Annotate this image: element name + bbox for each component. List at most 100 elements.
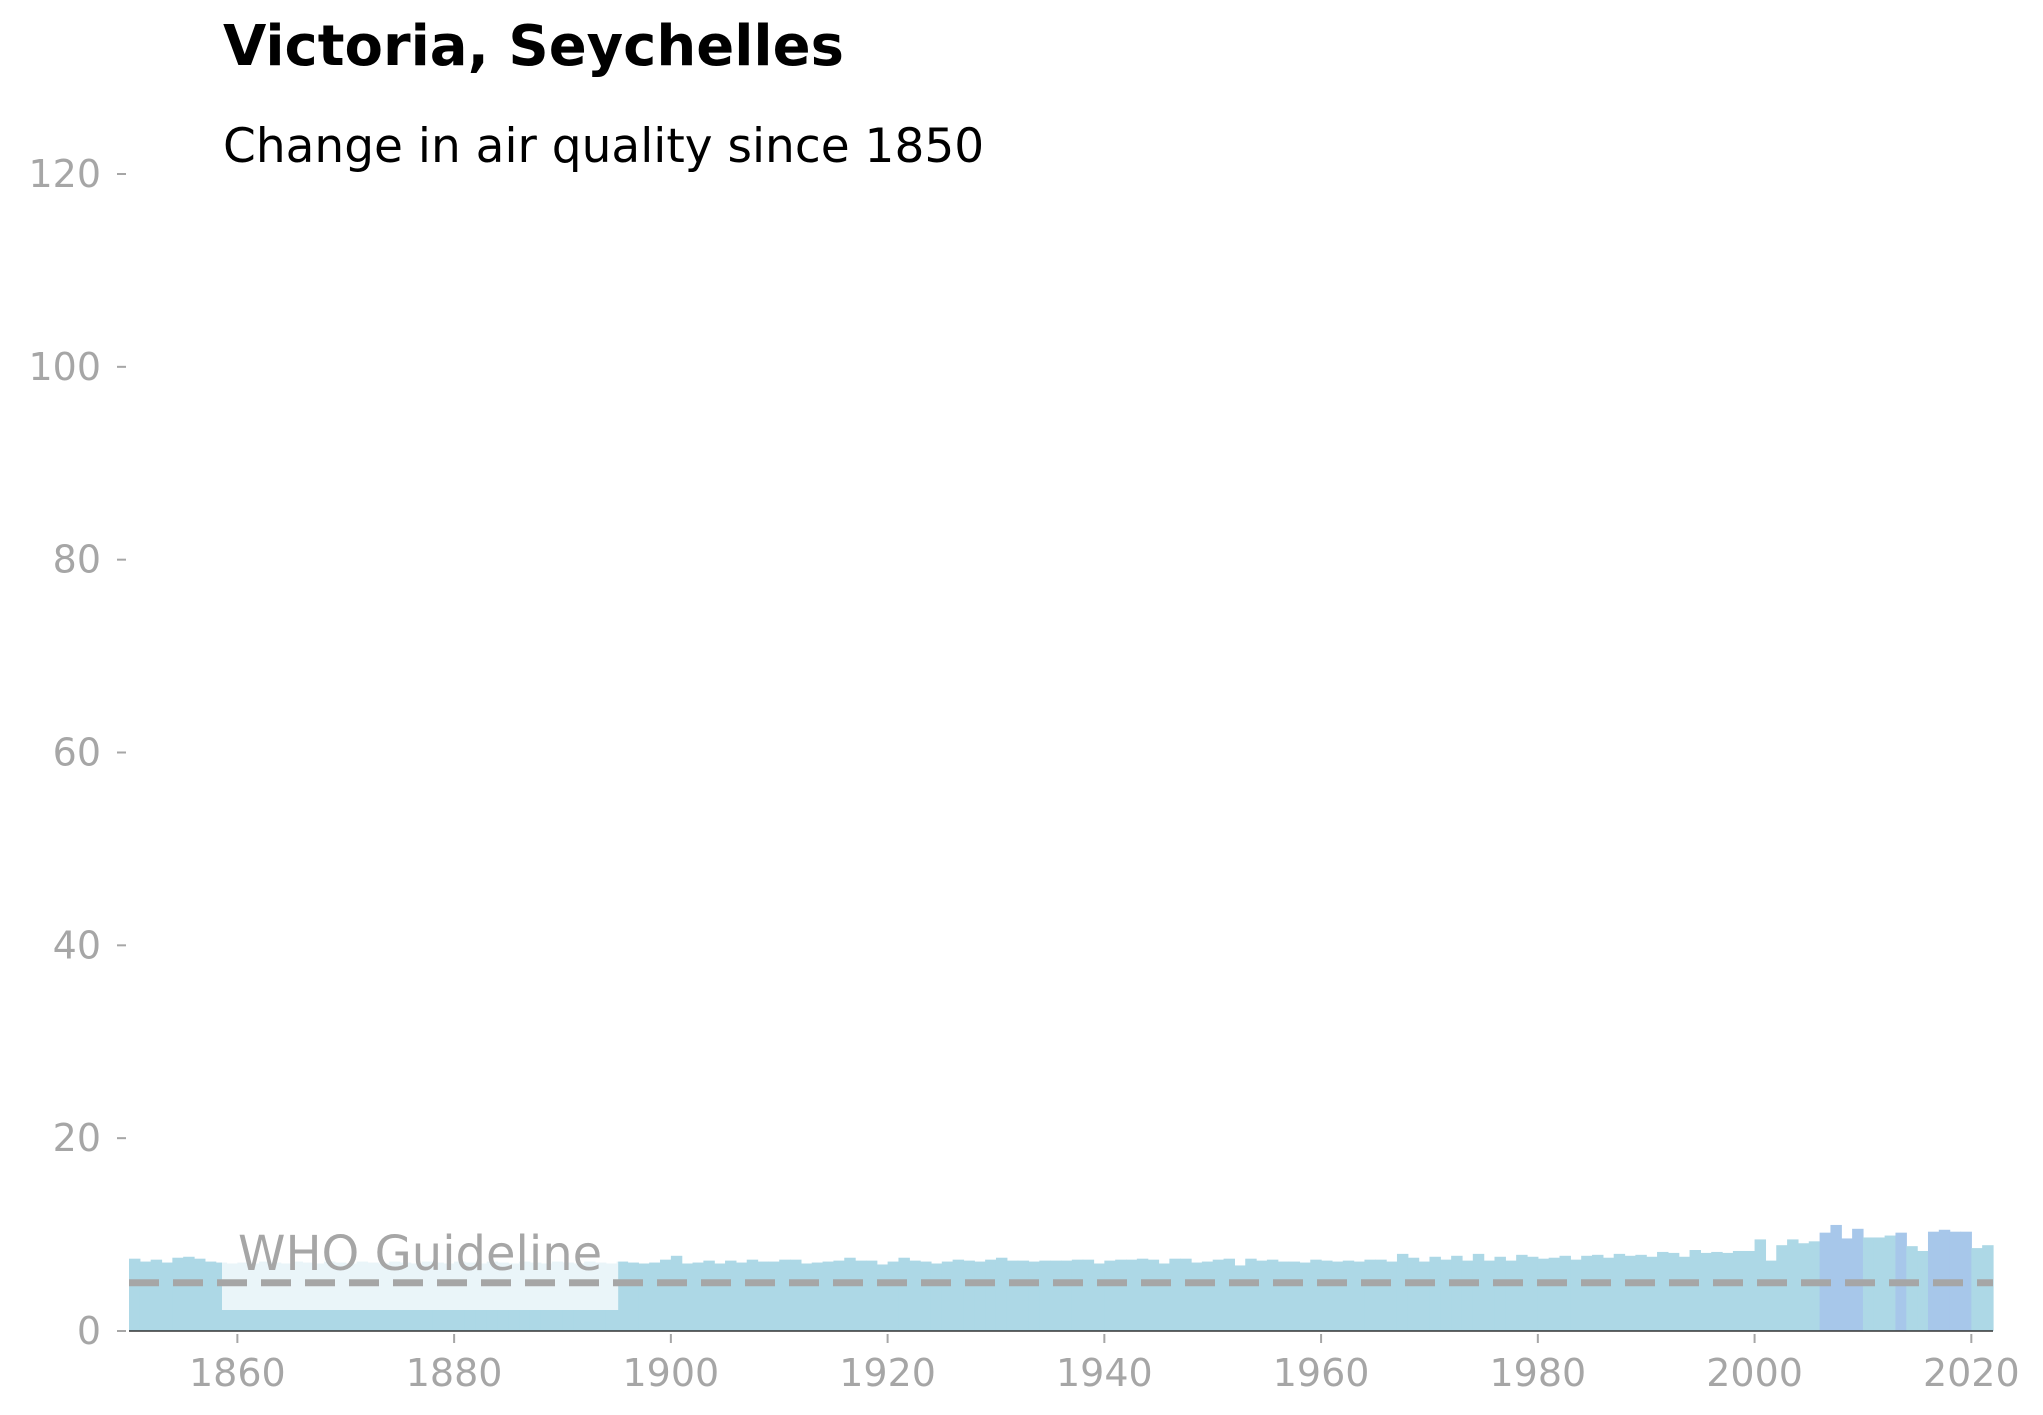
x-tick-label-1980: 1980 bbox=[1489, 1351, 1586, 1395]
bar-1858 bbox=[215, 1262, 228, 1331]
bar-1991 bbox=[1657, 1251, 1669, 1331]
bar-1954 bbox=[1256, 1260, 1268, 1331]
bar-1938 bbox=[1082, 1259, 1095, 1331]
y-tick-label-120: 120 bbox=[28, 152, 101, 196]
bar-1963 bbox=[1353, 1261, 1366, 1331]
bar-2019 bbox=[1960, 1231, 1972, 1331]
bar-1905 bbox=[725, 1260, 737, 1331]
bar-1951 bbox=[1223, 1258, 1235, 1331]
bar-1904 bbox=[714, 1263, 726, 1331]
bar-1952 bbox=[1234, 1265, 1246, 1331]
x-tick-label-1960: 1960 bbox=[1273, 1351, 1370, 1395]
bar-1939 bbox=[1093, 1263, 1105, 1331]
bar-1946 bbox=[1169, 1258, 1181, 1331]
bar-1898 bbox=[649, 1262, 661, 1331]
x-tick-label-1880: 1880 bbox=[406, 1351, 503, 1395]
bar-1969 bbox=[1418, 1261, 1431, 1331]
bar-1918 bbox=[865, 1260, 878, 1331]
bar-1925 bbox=[941, 1261, 954, 1331]
bar-1985 bbox=[1592, 1254, 1604, 1331]
bar-1907 bbox=[746, 1259, 759, 1331]
bar-1940 bbox=[1104, 1260, 1116, 1331]
bar-1931 bbox=[1006, 1260, 1019, 1331]
y-tick-label-40: 40 bbox=[53, 923, 101, 967]
bar-1897 bbox=[638, 1263, 650, 1331]
bar-1933 bbox=[1028, 1261, 1040, 1331]
bar-1976 bbox=[1494, 1256, 1506, 1331]
bar-1903 bbox=[703, 1260, 715, 1331]
x-tick-label-1940: 1940 bbox=[1056, 1351, 1153, 1395]
bar-1978 bbox=[1516, 1254, 1528, 1331]
bar-1959 bbox=[1310, 1259, 1322, 1331]
bar-1910 bbox=[779, 1259, 791, 1331]
bar-1857 bbox=[204, 1261, 217, 1331]
bar-1993 bbox=[1678, 1256, 1691, 1331]
bar-1948 bbox=[1191, 1262, 1203, 1331]
bar-1850 bbox=[129, 1258, 141, 1331]
bar-1852 bbox=[150, 1259, 163, 1331]
bar-1977 bbox=[1505, 1260, 1517, 1331]
bar-1998 bbox=[1732, 1250, 1745, 1331]
bar-1906 bbox=[735, 1262, 748, 1331]
bar-2001 bbox=[1765, 1260, 1777, 1331]
bar-1851 bbox=[139, 1261, 152, 1331]
bar-1943 bbox=[1136, 1258, 1149, 1331]
bar-1997 bbox=[1722, 1252, 1734, 1331]
bar-1949 bbox=[1201, 1261, 1214, 1331]
bar-1929 bbox=[985, 1259, 997, 1331]
bar-2007 bbox=[1830, 1224, 1842, 1331]
bar-1934 bbox=[1039, 1260, 1051, 1331]
bar-2021 bbox=[1982, 1245, 1994, 1331]
bar-1930 bbox=[995, 1257, 1008, 1331]
bar-1928 bbox=[974, 1261, 986, 1331]
bar-1936 bbox=[1061, 1260, 1073, 1331]
bar-1970 bbox=[1429, 1256, 1441, 1331]
bar-1961 bbox=[1331, 1261, 1344, 1331]
bar-1984 bbox=[1581, 1255, 1593, 1331]
bar-2002 bbox=[1776, 1245, 1788, 1331]
bar-1920 bbox=[887, 1261, 900, 1331]
bar-1957 bbox=[1288, 1261, 1301, 1331]
bar-1958 bbox=[1299, 1262, 1311, 1331]
bar-1971 bbox=[1440, 1259, 1452, 1331]
bar-1895 bbox=[616, 1261, 629, 1331]
bar-1986 bbox=[1602, 1257, 1615, 1331]
y-tick-label-60: 60 bbox=[53, 731, 101, 775]
who-guideline: WHO Guideline bbox=[129, 1226, 1993, 1310]
bar-1916 bbox=[844, 1257, 856, 1331]
bar-1990 bbox=[1646, 1256, 1658, 1331]
bar-1854 bbox=[172, 1257, 184, 1331]
y-tick-label-20: 20 bbox=[53, 1116, 101, 1160]
bar-1941 bbox=[1115, 1259, 1127, 1331]
bar-1953 bbox=[1245, 1258, 1257, 1331]
x-tick-label-1900: 1900 bbox=[623, 1351, 720, 1395]
bar-1902 bbox=[692, 1262, 704, 1331]
bar-1900 bbox=[670, 1255, 683, 1331]
who-guideline-label: WHO Guideline bbox=[238, 1226, 602, 1282]
x-tick-label-1920: 1920 bbox=[839, 1351, 936, 1395]
bar-1947 bbox=[1180, 1258, 1192, 1331]
bar-1996 bbox=[1711, 1251, 1723, 1331]
bar-1856 bbox=[194, 1258, 206, 1331]
bar-1896 bbox=[627, 1262, 639, 1331]
bar-1915 bbox=[833, 1260, 845, 1331]
bar-1988 bbox=[1624, 1255, 1636, 1331]
bar-1981 bbox=[1548, 1257, 1561, 1331]
bar-1995 bbox=[1700, 1252, 1712, 1331]
bar-1909 bbox=[768, 1261, 780, 1331]
bar-1962 bbox=[1342, 1260, 1355, 1331]
axes-group: 0 20 40 60 80 100 120 1860 1880 1900 1920 1940 1960 1… bbox=[28, 152, 2019, 1395]
x-tick-label-2000: 2000 bbox=[1706, 1351, 1803, 1395]
bar-1999 bbox=[1743, 1250, 1756, 1331]
bar-1964 bbox=[1364, 1259, 1376, 1331]
bar-1966 bbox=[1386, 1261, 1398, 1331]
bar-1994 bbox=[1689, 1250, 1701, 1331]
bar-1924 bbox=[930, 1263, 943, 1331]
chart-subtitle: Change in air quality since 1850 bbox=[223, 119, 985, 174]
bar-1973 bbox=[1461, 1260, 1474, 1331]
bar-1913 bbox=[811, 1262, 824, 1331]
bar-1908 bbox=[757, 1261, 769, 1331]
bar-1975 bbox=[1483, 1260, 1496, 1331]
bar-1980 bbox=[1537, 1258, 1550, 1331]
bar-1987 bbox=[1613, 1253, 1626, 1331]
